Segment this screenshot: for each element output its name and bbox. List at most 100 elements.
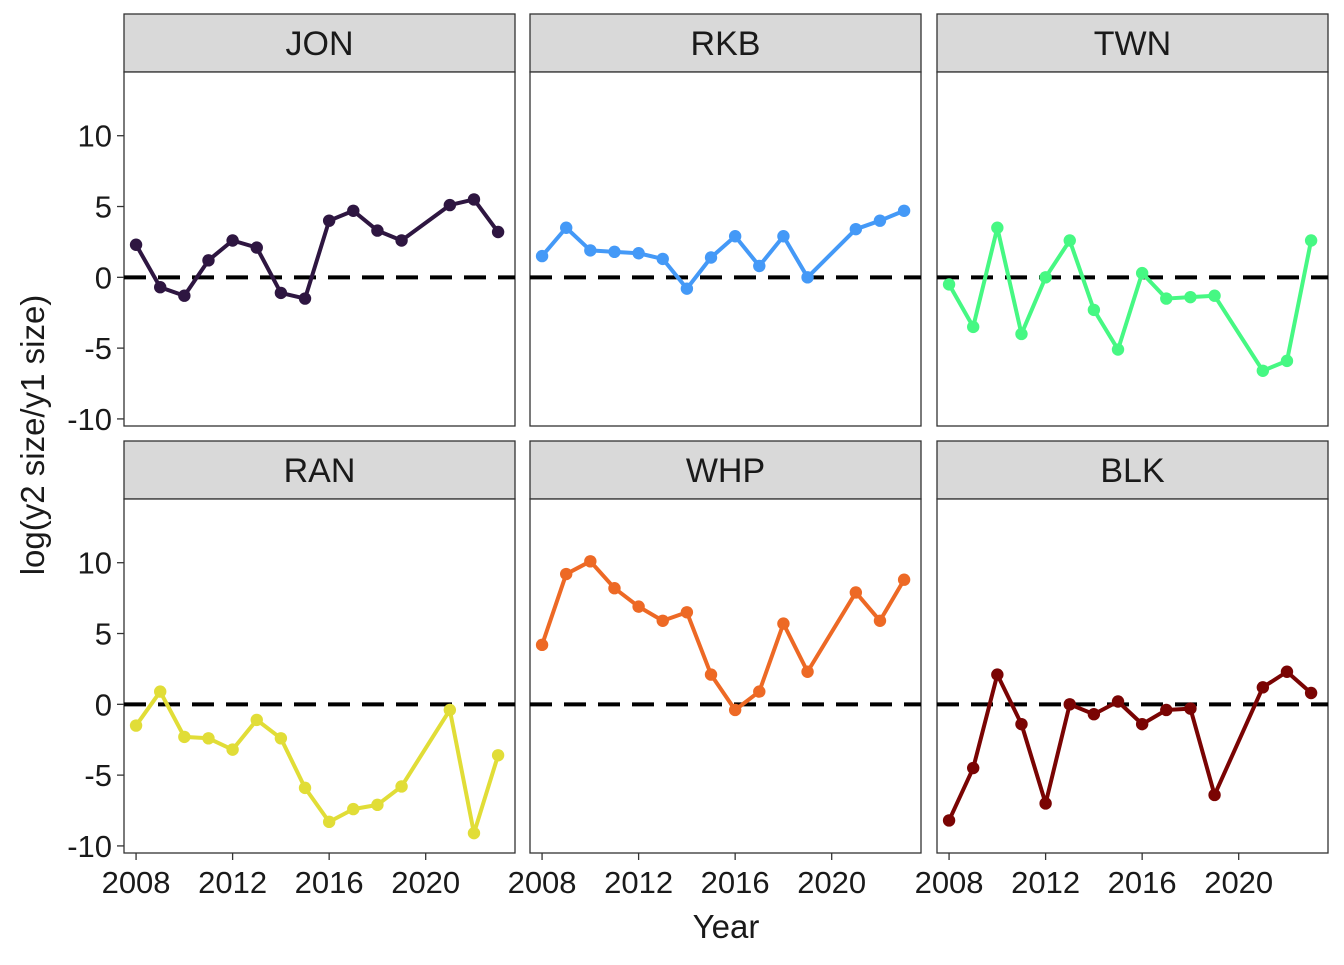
data-point-blk-2022 [1280,665,1294,678]
data-point-rkb-2015 [704,251,718,264]
strip-whp [529,440,922,500]
data-point-ran-2010 [178,730,191,744]
y-tick-label: -10 [67,829,112,864]
data-point-rkb-2023 [897,204,911,217]
data-point-twn-2010 [991,221,1004,234]
data-point-rkb-2018 [777,230,790,243]
data-point-twn-2018 [1184,290,1197,304]
x-tick-label: 2008 [102,865,171,900]
x-tick-label: 2020 [391,865,460,900]
data-point-twn-2017 [1160,292,1173,305]
data-point-blk-2019 [1208,788,1221,802]
data-point-jon-2017 [347,204,360,217]
panel-ran: RAN -10 -5 0 5 10 2008 2012 2016 2020 [67,440,516,900]
y-tick-label: -10 [67,402,112,437]
facet-panels: JON -10 -5 0 5 10 RKB TWN RAN -10 -5 0 5 10 2008 2012 20… [67,13,1329,900]
data-point-twn-2008 [942,278,956,291]
data-point-twn-2016 [1135,266,1149,280]
y-tick-label: 10 [78,119,112,154]
panel-twn: TWN [936,13,1329,427]
data-point-blk-2008 [942,814,956,827]
data-point-jon-2010 [178,289,191,302]
data-point-whp-2022 [873,614,887,627]
data-point-jon-2021 [443,198,457,212]
strip-blk [936,440,1329,500]
data-point-whp-2012 [632,600,645,613]
strip-label-blk: BLK [1100,452,1165,490]
data-point-rkb-2021 [849,222,863,236]
data-point-blk-2009 [967,761,980,775]
strip-label-whp: WHP [686,452,765,490]
data-point-jon-2018 [371,224,384,237]
strip-label-twn: TWN [1094,25,1171,63]
data-point-rkb-2017 [753,259,766,273]
strip-jon [123,13,516,73]
data-point-whp-2016 [728,703,742,717]
data-point-rkb-2022 [873,214,887,227]
data-point-twn-2009 [967,320,980,334]
x-tick-label: 2016 [1108,865,1177,900]
y-tick-label: -5 [84,331,112,366]
y-tick-label: -5 [84,758,112,793]
data-point-rkb-2012 [632,247,645,260]
data-point-jon-2009 [154,281,167,294]
x-tick-label: 2012 [604,865,673,900]
data-point-blk-2023 [1304,686,1318,700]
y-tick-label: 5 [95,190,112,225]
panel-area-ran [123,498,516,854]
data-point-rkb-2011 [608,245,621,259]
data-point-blk-2016 [1135,717,1149,731]
data-point-whp-2023 [897,573,911,586]
data-point-ran-2017 [347,802,360,816]
strip-label-jon: JON [286,25,354,63]
data-point-jon-2019 [395,234,408,247]
data-point-blk-2010 [991,668,1004,681]
data-point-twn-2012 [1039,271,1052,284]
data-point-ran-2015 [298,781,312,795]
x-tick-label: 2016 [701,865,770,900]
data-point-jon-2022 [467,193,481,206]
data-point-rkb-2009 [560,221,573,234]
data-point-ran-2011 [202,732,215,745]
x-tick-label: 2012 [1011,865,1080,900]
x-tick-label: 2020 [1204,865,1273,900]
y-tick-label: 5 [95,617,112,652]
data-point-ran-2013 [250,713,263,727]
data-point-blk-2017 [1160,703,1173,717]
data-point-jon-2014 [274,286,288,300]
data-point-ran-2021 [443,703,457,717]
data-point-blk-2014 [1087,708,1101,721]
data-point-whp-2015 [704,668,718,681]
data-point-whp-2010 [584,555,597,568]
y-axis-title: log(y2 size/y1 size) [14,295,51,576]
data-point-ran-2023 [491,749,505,762]
data-point-ran-2009 [154,685,167,698]
data-point-twn-2023 [1304,234,1318,247]
data-point-twn-2014 [1087,303,1101,317]
data-point-jon-2008 [129,238,143,251]
data-point-jon-2015 [298,292,312,305]
data-point-jon-2011 [202,254,215,267]
data-point-jon-2013 [250,241,263,254]
panel-whp: WHP 2008 2012 2016 2020 [508,440,922,900]
panel-area-whp [529,498,922,854]
x-tick-label: 2016 [295,865,364,900]
data-point-blk-2012 [1039,797,1052,810]
data-point-whp-2021 [849,586,863,599]
strip-rkb [529,13,922,73]
data-point-blk-2015 [1111,695,1125,708]
data-point-ran-2016 [322,815,336,829]
data-point-blk-2013 [1063,698,1076,711]
x-tick-label: 2012 [198,865,267,900]
y-tick-label: 0 [95,687,112,722]
data-point-rkb-2008 [535,249,549,263]
data-point-ran-2014 [274,732,288,745]
data-point-jon-2016 [322,214,336,227]
data-point-whp-2009 [560,567,573,581]
data-point-whp-2008 [535,638,549,652]
data-point-whp-2019 [801,665,814,678]
y-tick-label: 10 [78,546,112,581]
data-point-twn-2011 [1015,327,1028,341]
data-point-blk-2011 [1015,717,1028,731]
